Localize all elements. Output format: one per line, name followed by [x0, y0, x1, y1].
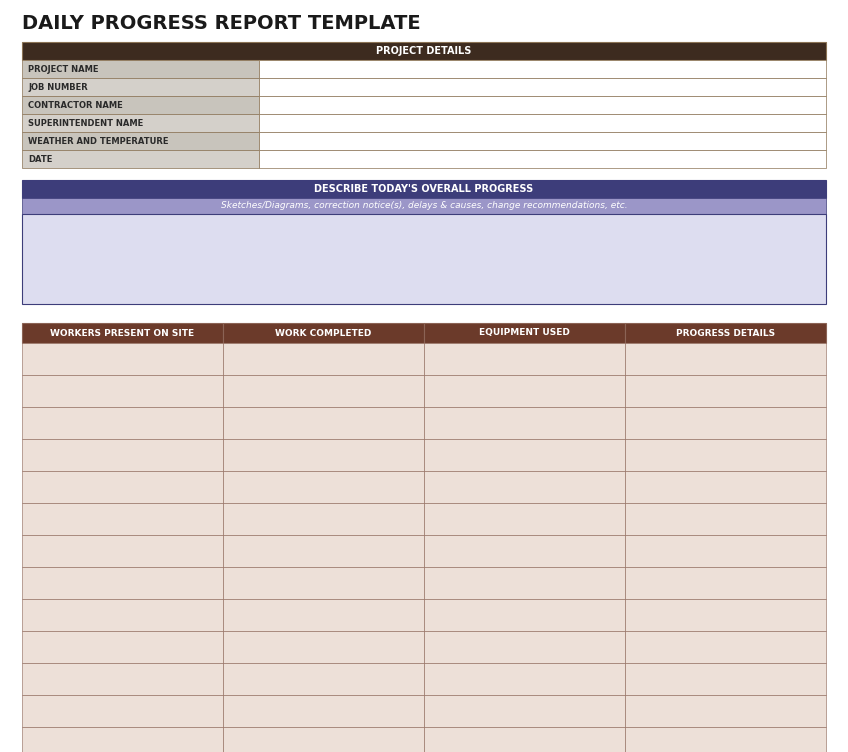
Bar	[22, 631, 223, 663]
Bar	[22, 407, 223, 439]
Bar	[625, 695, 826, 727]
Bar	[223, 503, 424, 535]
Bar	[22, 198, 826, 214]
Bar	[424, 375, 625, 407]
Bar	[22, 567, 223, 599]
Text: PROGRESS DETAILS: PROGRESS DETAILS	[676, 329, 775, 338]
Bar	[22, 60, 259, 78]
Bar	[22, 471, 223, 503]
Bar	[22, 323, 223, 343]
Text: DATE: DATE	[28, 154, 53, 163]
Bar	[625, 567, 826, 599]
Bar	[223, 567, 424, 599]
Bar	[22, 180, 826, 198]
Bar	[22, 535, 223, 567]
Bar	[22, 439, 223, 471]
Bar	[625, 727, 826, 752]
Bar	[22, 375, 223, 407]
Bar	[22, 214, 826, 304]
Bar	[259, 78, 826, 96]
Bar	[625, 663, 826, 695]
Bar	[223, 407, 424, 439]
Bar	[625, 343, 826, 375]
Bar	[424, 631, 625, 663]
Text: WEATHER AND TEMPERATURE: WEATHER AND TEMPERATURE	[28, 137, 169, 145]
Bar	[259, 114, 826, 132]
Bar	[223, 343, 424, 375]
Text: JOB NUMBER: JOB NUMBER	[28, 83, 87, 92]
Bar	[259, 96, 826, 114]
Bar	[424, 503, 625, 535]
Bar	[625, 599, 826, 631]
Bar	[625, 535, 826, 567]
Bar	[625, 631, 826, 663]
Bar	[223, 727, 424, 752]
Bar	[223, 631, 424, 663]
Bar	[223, 535, 424, 567]
Bar	[625, 407, 826, 439]
Bar	[223, 599, 424, 631]
Bar	[424, 323, 625, 343]
Bar	[22, 727, 223, 752]
Bar	[625, 375, 826, 407]
Bar	[22, 42, 826, 60]
Bar	[22, 150, 259, 168]
Bar	[223, 471, 424, 503]
Bar	[259, 150, 826, 168]
Text: WORK COMPLETED: WORK COMPLETED	[276, 329, 371, 338]
Bar	[424, 599, 625, 631]
Bar	[424, 567, 625, 599]
Text: Sketches/Diagrams, correction notice(s), delays & causes, change recommendations: Sketches/Diagrams, correction notice(s),…	[220, 202, 628, 211]
Bar	[223, 695, 424, 727]
Bar	[424, 535, 625, 567]
Bar	[22, 78, 259, 96]
Text: EQUIPMENT USED: EQUIPMENT USED	[479, 329, 570, 338]
Bar	[424, 343, 625, 375]
Bar	[424, 439, 625, 471]
Bar	[424, 695, 625, 727]
Bar	[424, 663, 625, 695]
Bar	[625, 323, 826, 343]
Bar	[22, 695, 223, 727]
Bar	[22, 114, 259, 132]
Bar	[625, 439, 826, 471]
Text: CONTRACTOR NAME: CONTRACTOR NAME	[28, 101, 123, 110]
Bar	[22, 343, 223, 375]
Bar	[259, 60, 826, 78]
Bar	[259, 132, 826, 150]
Bar	[22, 503, 223, 535]
Bar	[424, 407, 625, 439]
Bar	[22, 599, 223, 631]
Bar	[22, 96, 259, 114]
Bar	[22, 132, 259, 150]
Text: SUPERINTENDENT NAME: SUPERINTENDENT NAME	[28, 119, 143, 128]
Text: PROJECT DETAILS: PROJECT DETAILS	[377, 46, 471, 56]
Text: WORKERS PRESENT ON SITE: WORKERS PRESENT ON SITE	[50, 329, 194, 338]
Bar	[625, 503, 826, 535]
Bar	[223, 375, 424, 407]
Text: DESCRIBE TODAY'S OVERALL PROGRESS: DESCRIBE TODAY'S OVERALL PROGRESS	[315, 184, 533, 194]
Bar	[22, 663, 223, 695]
Bar	[424, 727, 625, 752]
Bar	[223, 439, 424, 471]
Bar	[625, 471, 826, 503]
Bar	[424, 471, 625, 503]
Bar	[223, 323, 424, 343]
Text: DAILY PROGRESS REPORT TEMPLATE: DAILY PROGRESS REPORT TEMPLATE	[22, 14, 421, 33]
Text: PROJECT NAME: PROJECT NAME	[28, 65, 98, 74]
Bar	[223, 663, 424, 695]
